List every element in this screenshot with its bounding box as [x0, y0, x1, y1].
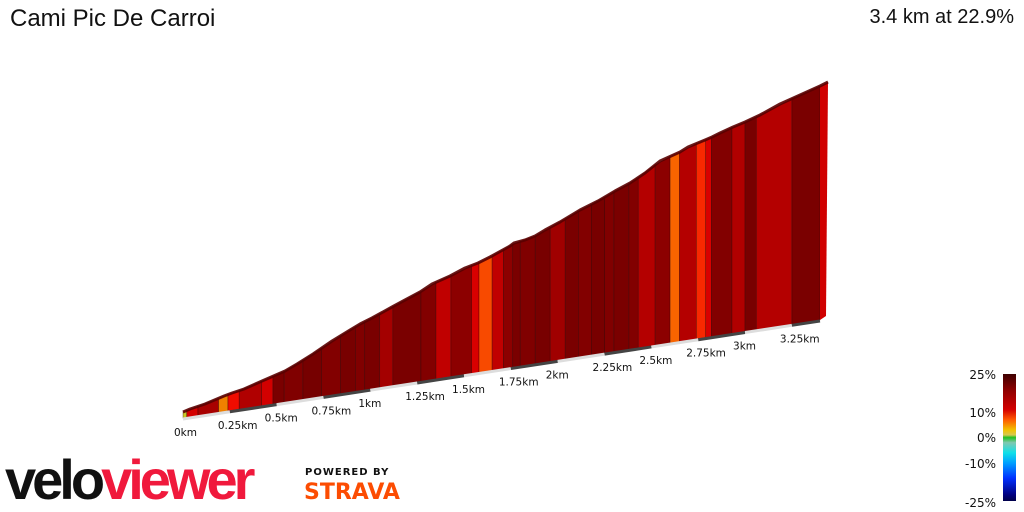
- legend-tick-neg25: -25%: [964, 496, 996, 510]
- gradient-segment: [628, 176, 639, 350]
- gradient-segment: [705, 136, 712, 338]
- baseline-band: [463, 367, 512, 378]
- gradient-legend: 25% 10% 0% -10% -25%: [950, 368, 1024, 510]
- baseline-band: [697, 331, 746, 342]
- gradient-segment: [613, 183, 630, 353]
- baseline-band: [229, 403, 277, 414]
- distance-tick-label: 3.25km: [780, 333, 820, 345]
- gradient-segments: [182, 82, 828, 419]
- gradient-segment: [478, 255, 493, 373]
- gradient-segment: [637, 164, 656, 349]
- legend-tick-neg10: -10%: [964, 457, 996, 471]
- distance-tick-label: 0.25km: [218, 420, 258, 432]
- logo-viewer-text: viewer: [101, 448, 255, 511]
- gradient-segment: [669, 151, 680, 344]
- distance-axis-labels: 0km 0.25km 0.5km 0.75km 1km 1.25km 1.5km 1.75km…: [174, 333, 820, 439]
- gradient-segment: [512, 240, 521, 368]
- baseline-band: [323, 388, 371, 399]
- baseline-band: [744, 323, 793, 335]
- legend-tick-0: 0%: [976, 431, 996, 445]
- powered-by-text: POWERED BY: [305, 467, 390, 478]
- distance-tick-label: 0km: [174, 427, 197, 439]
- baseline-band: [791, 319, 821, 327]
- baseline-band: [276, 395, 324, 407]
- gradient-segment: [755, 98, 793, 331]
- gradient-segment: [791, 85, 821, 325]
- legend-tick-10: 10%: [969, 406, 996, 420]
- gradient-segment: [519, 235, 536, 367]
- logo-velo-text: velo: [5, 448, 105, 511]
- gradient-segment: [435, 275, 452, 380]
- gradient-segment: [364, 313, 381, 391]
- gradient-segment: [503, 243, 514, 370]
- gradient-segment: [679, 143, 697, 342]
- gradient-segment: [564, 210, 579, 360]
- distance-tick-label: 2.75km: [686, 348, 726, 360]
- gradient-segment: [591, 196, 605, 356]
- distance-tick-label: 2km: [546, 369, 569, 381]
- distance-tick-label: 0.75km: [312, 405, 352, 417]
- gradient-segment: [744, 116, 757, 332]
- profile-end-cap: [820, 82, 828, 320]
- gradient-segment: [534, 226, 551, 365]
- distance-tick-label: 1.75km: [499, 377, 539, 389]
- baseline-band: [604, 345, 652, 356]
- baseline-band: [651, 338, 699, 349]
- gradient-segment: [450, 265, 472, 378]
- distance-tick-label: 3km: [733, 341, 756, 353]
- gradient-segment: [549, 218, 566, 362]
- distance-tick-label: 1km: [358, 398, 381, 410]
- distance-tick-label: 2.25km: [593, 362, 633, 374]
- baseline-band: [182, 410, 231, 421]
- gradient-segment: [491, 249, 504, 371]
- gradient-segment: [696, 139, 707, 340]
- climb-title: Cami Pic De Carroi: [10, 5, 216, 32]
- gradient-segment: [604, 191, 615, 354]
- distance-tick-label: 1.5km: [452, 384, 485, 396]
- baseline-band: [557, 352, 605, 363]
- baseline-band: [510, 359, 558, 371]
- gradient-segment: [379, 306, 394, 389]
- distance-tick-label: 0.5km: [265, 413, 298, 425]
- distance-tick-label: 2.5km: [639, 355, 672, 367]
- gradient-segment: [340, 326, 356, 395]
- gradient-segment: [711, 127, 733, 338]
- profile-top-edge: [182, 80, 829, 414]
- gradient-color-scale: [1003, 374, 1016, 501]
- gradient-segment: [654, 155, 671, 346]
- distance-tick-label: 1.25km: [405, 391, 445, 403]
- legend-tick-25: 25%: [969, 368, 996, 382]
- gradient-segment: [355, 321, 366, 392]
- gradient-segment: [731, 121, 746, 334]
- gradient-segment: [420, 281, 437, 382]
- distance-baseline: [182, 319, 821, 421]
- gradient-segment: [471, 262, 480, 374]
- baseline-band: [370, 381, 418, 392]
- strava-logo: STRAVA: [304, 480, 400, 505]
- climb-summary: 3.4 km at 22.9%: [869, 6, 1014, 28]
- baseline-band: [416, 374, 465, 385]
- gradient-segment: [578, 203, 592, 358]
